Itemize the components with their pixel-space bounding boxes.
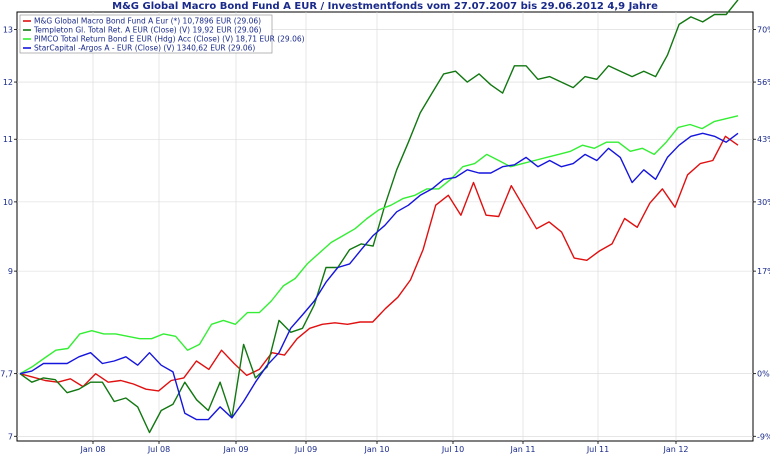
legend-label: StarCapital -Argos A - EUR (Close) (V) 1…: [34, 44, 255, 53]
y-tick-label-right: 0%: [757, 370, 770, 379]
y-tick-label-right: 43%: [757, 135, 770, 144]
x-tick-label: Jul 08: [147, 445, 170, 454]
x-tick-label: Jul 09: [294, 445, 317, 454]
x-tick-label: Jan 08: [79, 445, 105, 454]
x-tick-label: Jan 11: [509, 445, 535, 454]
series-line-templeton-gl-total-ret-a-eur: [19, 0, 739, 434]
axes: Jan 08 Jul 08 Jan 09 Jul 09 Jan 10 Jul 10 Jan …: [0, 25, 770, 454]
x-tick-label: Jul 10: [441, 445, 464, 454]
x-tick-label: Jan 12: [662, 445, 688, 454]
legend-label: PIMCO Total Return Bond E EUR (Hdg) Acc …: [34, 35, 305, 44]
chart-title: M&G Global Macro Bond Fund A EUR / Inves…: [112, 1, 658, 12]
series-layer: [19, 0, 739, 434]
y-tick-label-left: 7,7: [0, 370, 13, 379]
y-tick-label-left: 12: [3, 78, 13, 87]
x-tick-label: Jul 11: [586, 445, 609, 454]
y-tick-label-right: 56%: [757, 78, 770, 87]
series-line-pimco-total-return-bond-e-eu: [19, 115, 739, 375]
y-tick-label-right: -9%: [757, 432, 770, 441]
y-tick-label-left: 13: [3, 25, 13, 34]
legend-box: [19, 14, 273, 54]
y-tick-label-right: 30%: [757, 198, 770, 207]
y-tick-label-left: 9: [8, 267, 13, 276]
legend-label: M&G Global Macro Bond Fund A Eur (*) 10,…: [34, 17, 261, 26]
y-tick-label-right: 17%: [757, 267, 770, 276]
legend-label: Templeton Gl. Total Ret. A EUR (Close) (…: [33, 26, 262, 35]
series-line-starcapital-argos-a-eur-clos: [19, 132, 739, 421]
x-tick-label: Jan 10: [363, 445, 389, 454]
plot-frame: [16, 11, 754, 442]
x-tick-label: Jan 09: [222, 445, 248, 454]
y-tick-label-left: 7: [8, 432, 13, 441]
y-tick-label-right: 70%: [757, 25, 770, 34]
legend: M&G Global Macro Bond Fund A Eur (*) 10,…: [19, 14, 305, 54]
y-tick-label-left: 11: [3, 135, 13, 144]
y-tick-label-left: 10: [3, 198, 13, 207]
grid: [17, 12, 753, 441]
series-line-m-g-global-macro-bond-fund-a: [19, 135, 739, 392]
